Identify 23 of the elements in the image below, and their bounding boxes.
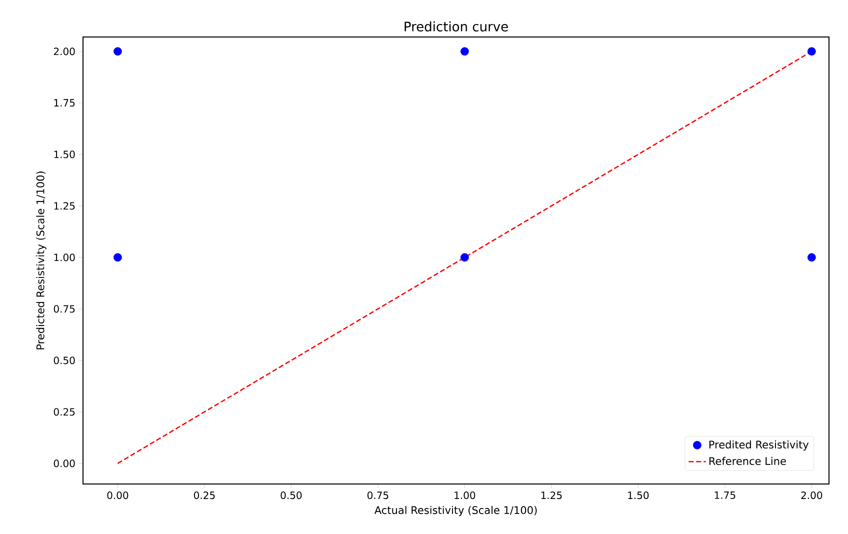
x-tick-label: 1.50 xyxy=(628,492,649,500)
y-axis-title: Predicted Resistivity (Scale 1/100) xyxy=(36,172,46,350)
x-tick-label: 0.75 xyxy=(367,492,388,500)
x-tick-label: 1.75 xyxy=(714,492,736,499)
y-tick-label: 0.50 xyxy=(54,356,75,364)
y-tick-label: 0.00 xyxy=(54,460,75,468)
legend-label: Reference Line xyxy=(709,456,786,466)
x-tick-label: 0.50 xyxy=(280,492,302,500)
x-tick-label: 0.00 xyxy=(107,492,128,500)
legend-label: Predited Resistivity xyxy=(709,440,809,451)
x-tick-label: 1.25 xyxy=(541,492,562,500)
y-tick-label: 2.00 xyxy=(54,48,75,56)
x-tick-label: 2.00 xyxy=(801,492,822,500)
chart-title: Prediction curve xyxy=(404,21,508,32)
y-tick-label: 1.75 xyxy=(54,99,75,107)
y-tick-label: 1.50 xyxy=(54,150,75,158)
x-tick-label: 0.25 xyxy=(194,492,215,500)
y-tick-label: 0.25 xyxy=(54,408,75,416)
y-tick-label: 0.75 xyxy=(54,305,75,313)
x-axis-title: Actual Resistivity (Scale 1/100) xyxy=(374,506,537,516)
y-tick-label: 1.25 xyxy=(54,202,75,210)
x-tick-label: 1.00 xyxy=(454,492,476,500)
y-tick-label: 1.00 xyxy=(54,254,75,262)
